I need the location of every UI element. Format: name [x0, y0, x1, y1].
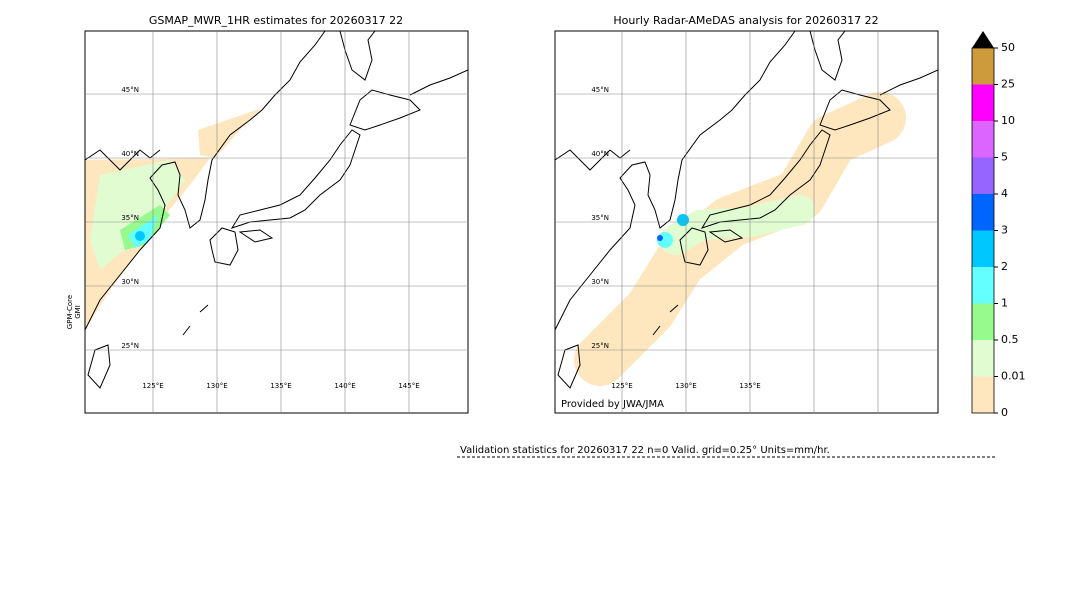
lat-label: 30°N — [591, 278, 609, 286]
colorbar-label: 0.5 — [1001, 333, 1019, 346]
colorbar-segment — [972, 194, 994, 231]
lat-label: 35°N — [121, 214, 139, 222]
lon-label: 135°E — [270, 382, 291, 390]
validation-text: Validation statistics for 20260317 22 n=… — [460, 445, 830, 456]
colorbar-segment — [972, 267, 994, 304]
colorbar-segment — [972, 340, 994, 377]
lon-label: 135°E — [739, 382, 760, 390]
panel-title: Hourly Radar-AMeDAS analysis for 2026031… — [613, 14, 878, 27]
colorbar-extend — [972, 31, 994, 48]
colorbar-segment — [972, 303, 994, 340]
colorbar-label: 0 — [1001, 406, 1008, 419]
lat-label: 45°N — [121, 86, 139, 94]
precip-left — [85, 108, 262, 330]
side-label: GMI — [74, 305, 82, 319]
lat-label: 25°N — [591, 342, 609, 350]
colorbar-segment — [972, 230, 994, 267]
colorbar-label: 3 — [1001, 224, 1008, 237]
colorbar-segment — [972, 48, 994, 85]
lon-label: 140°E — [334, 382, 355, 390]
colorbar-label: 2 — [1001, 260, 1008, 273]
colorbar-label: 5 — [1001, 151, 1008, 164]
colorbar-label: 1 — [1001, 297, 1008, 310]
colorbar-label: 4 — [1001, 187, 1008, 200]
lat-label: 40°N — [591, 150, 609, 158]
lat-label: 45°N — [591, 86, 609, 94]
colorbar-label: 25 — [1001, 78, 1015, 91]
colorbar-label: 0.01 — [1001, 370, 1026, 383]
lon-label: 125°E — [142, 382, 163, 390]
colorbar-label: 10 — [1001, 114, 1015, 127]
lon-label: 125°E — [611, 382, 632, 390]
side-label: GPM-Core — [66, 295, 74, 329]
lat-label: 25°N — [121, 342, 139, 350]
lat-label: 40°N — [121, 150, 139, 158]
panel-title: GSMAP_MWR_1HR estimates for 20260317 22 — [149, 14, 403, 27]
lat-label: 35°N — [591, 214, 609, 222]
colorbar-label: 50 — [1001, 41, 1015, 54]
colorbar-segment — [972, 157, 994, 194]
colorbar-segment — [972, 84, 994, 121]
lat-label: 30°N — [121, 278, 139, 286]
lon-label: 130°E — [206, 382, 227, 390]
colorbar-segment — [972, 121, 994, 158]
lon-label: 130°E — [675, 382, 696, 390]
credit: Provided by JWA/JMA — [561, 399, 664, 410]
colorbar-segment — [972, 376, 994, 413]
lon-label: 145°E — [398, 382, 419, 390]
